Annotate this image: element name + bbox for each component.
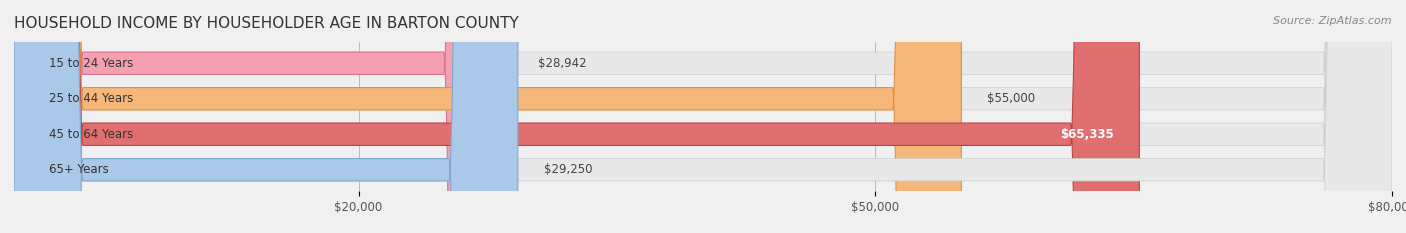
Text: 25 to 44 Years: 25 to 44 Years	[48, 92, 132, 105]
FancyBboxPatch shape	[14, 0, 1392, 233]
FancyBboxPatch shape	[14, 0, 1139, 233]
FancyBboxPatch shape	[14, 0, 513, 233]
Text: 45 to 64 Years: 45 to 64 Years	[48, 128, 132, 141]
FancyBboxPatch shape	[14, 0, 962, 233]
FancyBboxPatch shape	[14, 0, 1392, 233]
Text: $55,000: $55,000	[987, 92, 1035, 105]
Text: $29,250: $29,250	[544, 163, 592, 176]
Text: 15 to 24 Years: 15 to 24 Years	[48, 57, 132, 70]
Text: HOUSEHOLD INCOME BY HOUSEHOLDER AGE IN BARTON COUNTY: HOUSEHOLD INCOME BY HOUSEHOLDER AGE IN B…	[14, 16, 519, 31]
FancyBboxPatch shape	[14, 0, 1392, 233]
Text: Source: ZipAtlas.com: Source: ZipAtlas.com	[1274, 16, 1392, 26]
Text: $65,335: $65,335	[1060, 128, 1114, 141]
Text: 65+ Years: 65+ Years	[48, 163, 108, 176]
Text: $28,942: $28,942	[538, 57, 586, 70]
FancyBboxPatch shape	[14, 0, 1392, 233]
FancyBboxPatch shape	[14, 0, 517, 233]
